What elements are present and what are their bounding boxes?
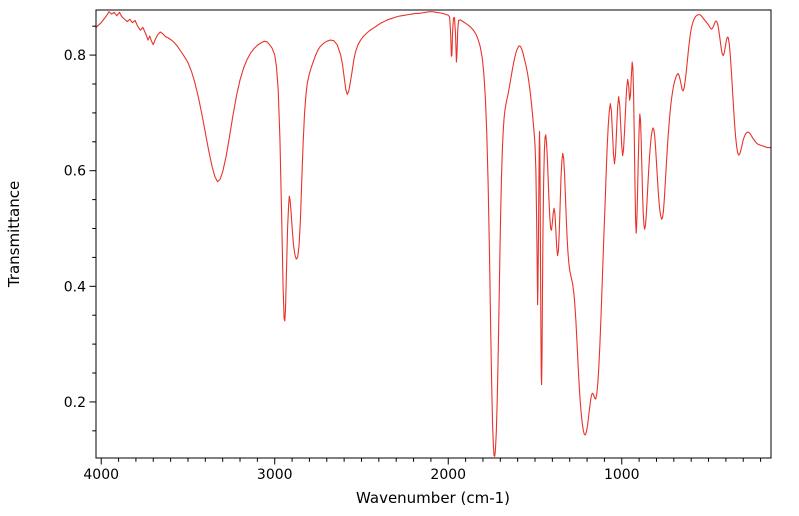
- y-tick-label: 0.4: [64, 279, 86, 295]
- spectrum-line: [95, 11, 772, 457]
- x-tick-label: 2000: [430, 467, 466, 483]
- y-axis-title: Transmittance: [5, 181, 23, 288]
- axes: [89, 9, 772, 465]
- y-tick-label: 0.6: [64, 164, 86, 180]
- y-tick-label: 0.8: [64, 48, 86, 64]
- tick-labels: 4000 3000 2000 1000 0.2 0.4 0.6 0.8: [64, 48, 640, 483]
- x-tick-label: 1000: [604, 467, 640, 483]
- y-tick-label: 0.2: [64, 395, 86, 411]
- x-tick-label: 3000: [257, 467, 293, 483]
- x-axis-title: Wavenumber (cm-1): [356, 489, 510, 507]
- plot-area: [95, 11, 772, 457]
- plot-border: [95, 9, 772, 459]
- x-tick-label: 4000: [83, 467, 119, 483]
